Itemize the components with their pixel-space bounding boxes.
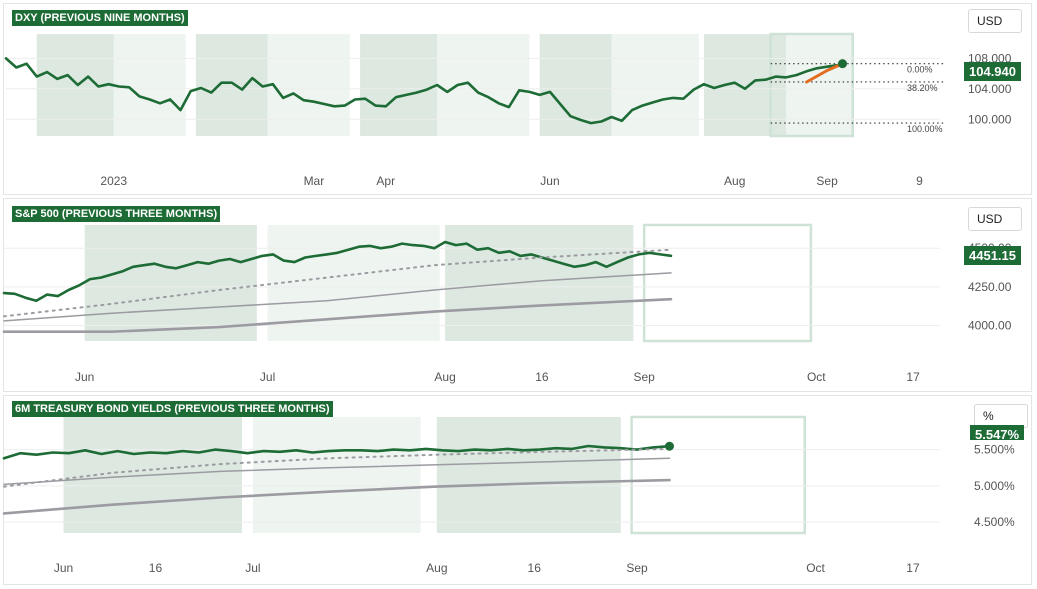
dxy-period-band-9 xyxy=(786,34,853,136)
dxy-period-band-5 xyxy=(437,34,530,136)
dxy-x-tick-label-0: 2023 xyxy=(100,174,127,188)
treasury-unit-selector[interactable]: % xyxy=(974,404,1028,428)
treasury-period-band-2 xyxy=(436,417,621,533)
treasury-series-yield xyxy=(2,444,671,460)
dxy-period-band-8 xyxy=(703,34,787,136)
treasury-series-ma-200 xyxy=(2,478,671,515)
spx-x-tick-label-2: Aug xyxy=(434,370,455,384)
dxy-period-band-1 xyxy=(113,34,186,136)
treasury-series-ma-50 xyxy=(3,457,671,486)
treasury-x-tick-label-7: 17 xyxy=(906,561,920,575)
dxy-y-tick-label-1: 104.000 xyxy=(968,82,1012,96)
spx-series-s-p-500 xyxy=(2,240,673,303)
treasury-y-tick-label-0: 4.500% xyxy=(974,515,1015,529)
spx-series-ma-200 xyxy=(2,297,673,333)
dxy-x-tick-label-2: Apr xyxy=(376,174,395,188)
dxy-x-tick-label-1: Mar xyxy=(304,174,325,188)
dxy-x-tick-label-6: 9 xyxy=(916,174,923,188)
spx-forecast-box xyxy=(642,223,813,343)
spx-unit-selector[interactable]: USD xyxy=(968,207,1022,231)
spx-y-tick-label-0: 4000.00 xyxy=(968,319,1012,333)
spx-x-tick-label-4: Sep xyxy=(633,370,655,384)
dxy-series-fibonacci-move xyxy=(805,62,844,84)
spx-period-band-0 xyxy=(84,225,257,341)
spx-x-tick-label-6: 17 xyxy=(906,370,920,384)
dxy-title: DXY (PREVIOUS NINE MONTHS) xyxy=(12,10,188,26)
dxy-fib-level-label-0: 0.00% xyxy=(907,65,933,75)
spx-y-tick-label-1: 4250.00 xyxy=(968,280,1012,294)
spx-title: S&P 500 (PREVIOUS THREE MONTHS) xyxy=(12,206,221,222)
spx-x-tick-label-0: Jun xyxy=(75,370,94,384)
treasury-period-band-1 xyxy=(252,417,421,533)
dxy-panel xyxy=(3,3,1032,195)
dxy-last-point-marker xyxy=(837,59,847,69)
spx-period-band-2 xyxy=(445,225,634,341)
treasury-y-tick-label-1: 5.000% xyxy=(974,479,1015,493)
treasury-current-value: 5.547% xyxy=(970,425,1025,440)
treasury-title: 6M TREASURY BOND YIELDS (PREVIOUS THREE … xyxy=(12,401,333,417)
dxy-y-tick-label-2: 108.000 xyxy=(968,51,1012,65)
treasury-chart: 4.500% 5.000% 5.500% Jun 16 Jul Aug 16 Sep Oct 17 xyxy=(2,415,1015,575)
treasury-y-tick-label-2: 5.500% xyxy=(974,443,1015,457)
treasury-x-tick-label-5: Sep xyxy=(626,561,648,575)
dxy-chart: 0.00% 38.20% 100.00% 100.000 104.000 108.000 2… xyxy=(4,32,1012,188)
spx-panel xyxy=(3,198,1032,392)
dxy-forecast-box xyxy=(769,32,855,138)
spx-x-tick-label-1: Jul xyxy=(260,370,275,384)
treasury-x-tick-label-0: Jun xyxy=(54,561,73,575)
dxy-fib-level-label-2: 100.00% xyxy=(907,124,943,134)
dxy-x-tick-label-3: Jun xyxy=(540,174,559,188)
dxy-fib-level-label-1: 38.20% xyxy=(907,83,938,93)
dxy-period-band-7 xyxy=(611,34,699,136)
treasury-last-point-marker xyxy=(664,441,674,451)
treasury-x-tick-label-3: Aug xyxy=(426,561,447,575)
spx-x-tick-label-3: 16 xyxy=(535,370,549,384)
dxy-unit-selector[interactable]: USD xyxy=(968,9,1022,33)
treasury-panel xyxy=(3,395,1032,585)
spx-period-band-1 xyxy=(267,225,440,341)
dxy-period-band-3 xyxy=(267,34,350,136)
treasury-x-tick-label-4: 16 xyxy=(528,561,542,575)
spx-x-tick-label-5: Oct xyxy=(807,370,826,384)
treasury-x-tick-label-2: Jul xyxy=(245,561,260,575)
dxy-period-band-4 xyxy=(360,34,438,136)
spx-series-ma-20 xyxy=(3,248,672,318)
treasury-x-tick-label-1: 16 xyxy=(149,561,163,575)
treasury-x-tick-label-6: Oct xyxy=(806,561,825,575)
dxy-y-tick-label-0: 100.000 xyxy=(968,112,1012,126)
dxy-series-dxy xyxy=(4,57,844,125)
treasury-forecast-box xyxy=(630,415,806,535)
dxy-x-tick-label-5: Sep xyxy=(816,174,838,188)
spx-current-value: 4451.15 xyxy=(964,246,1021,265)
dxy-current-value: 104.940 xyxy=(964,62,1021,81)
dxy-period-band-2 xyxy=(195,34,268,136)
dxy-x-tick-label-4: Aug xyxy=(724,174,745,188)
spx-series-ma-50 xyxy=(3,272,672,322)
